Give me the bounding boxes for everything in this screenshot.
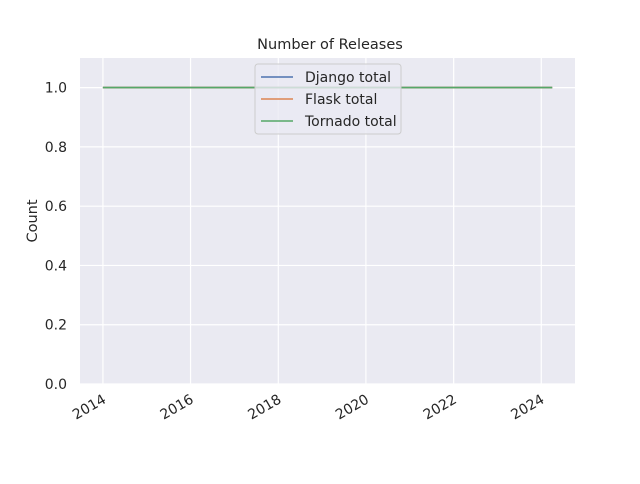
y-tick-label: 0.2: [45, 318, 67, 334]
x-tick-label: 2014: [70, 392, 109, 424]
y-tick-label: 0.8: [45, 140, 67, 156]
x-tick-label: 2024: [508, 392, 547, 424]
y-tick-label: 0.0: [45, 377, 67, 393]
x-tick-label: 2022: [421, 392, 460, 424]
legend-label-flask: Flask total: [305, 92, 377, 108]
x-tick-label: 2016: [158, 392, 197, 424]
y-tick-label: 0.6: [45, 199, 67, 215]
legend: Django total Flask total Tornado total: [254, 63, 402, 135]
chart-title: Number of Releases: [257, 37, 403, 53]
legend-label-django: Django total: [305, 70, 391, 86]
x-tick-label: 2018: [245, 392, 284, 424]
y-tick-label: 0.4: [45, 258, 67, 274]
y-tick-label: 1.0: [45, 81, 67, 97]
x-tick-labels: 2014 2016 2018 2020 2022 2024: [70, 392, 547, 424]
y-tick-labels: 0.0 0.2 0.4 0.6 0.8 1.0: [45, 81, 67, 393]
legend-label-tornado: Tornado total: [304, 114, 397, 130]
x-tick-label: 2020: [333, 392, 372, 424]
legend-box: [254, 63, 402, 135]
y-axis-label: Count: [25, 199, 41, 242]
